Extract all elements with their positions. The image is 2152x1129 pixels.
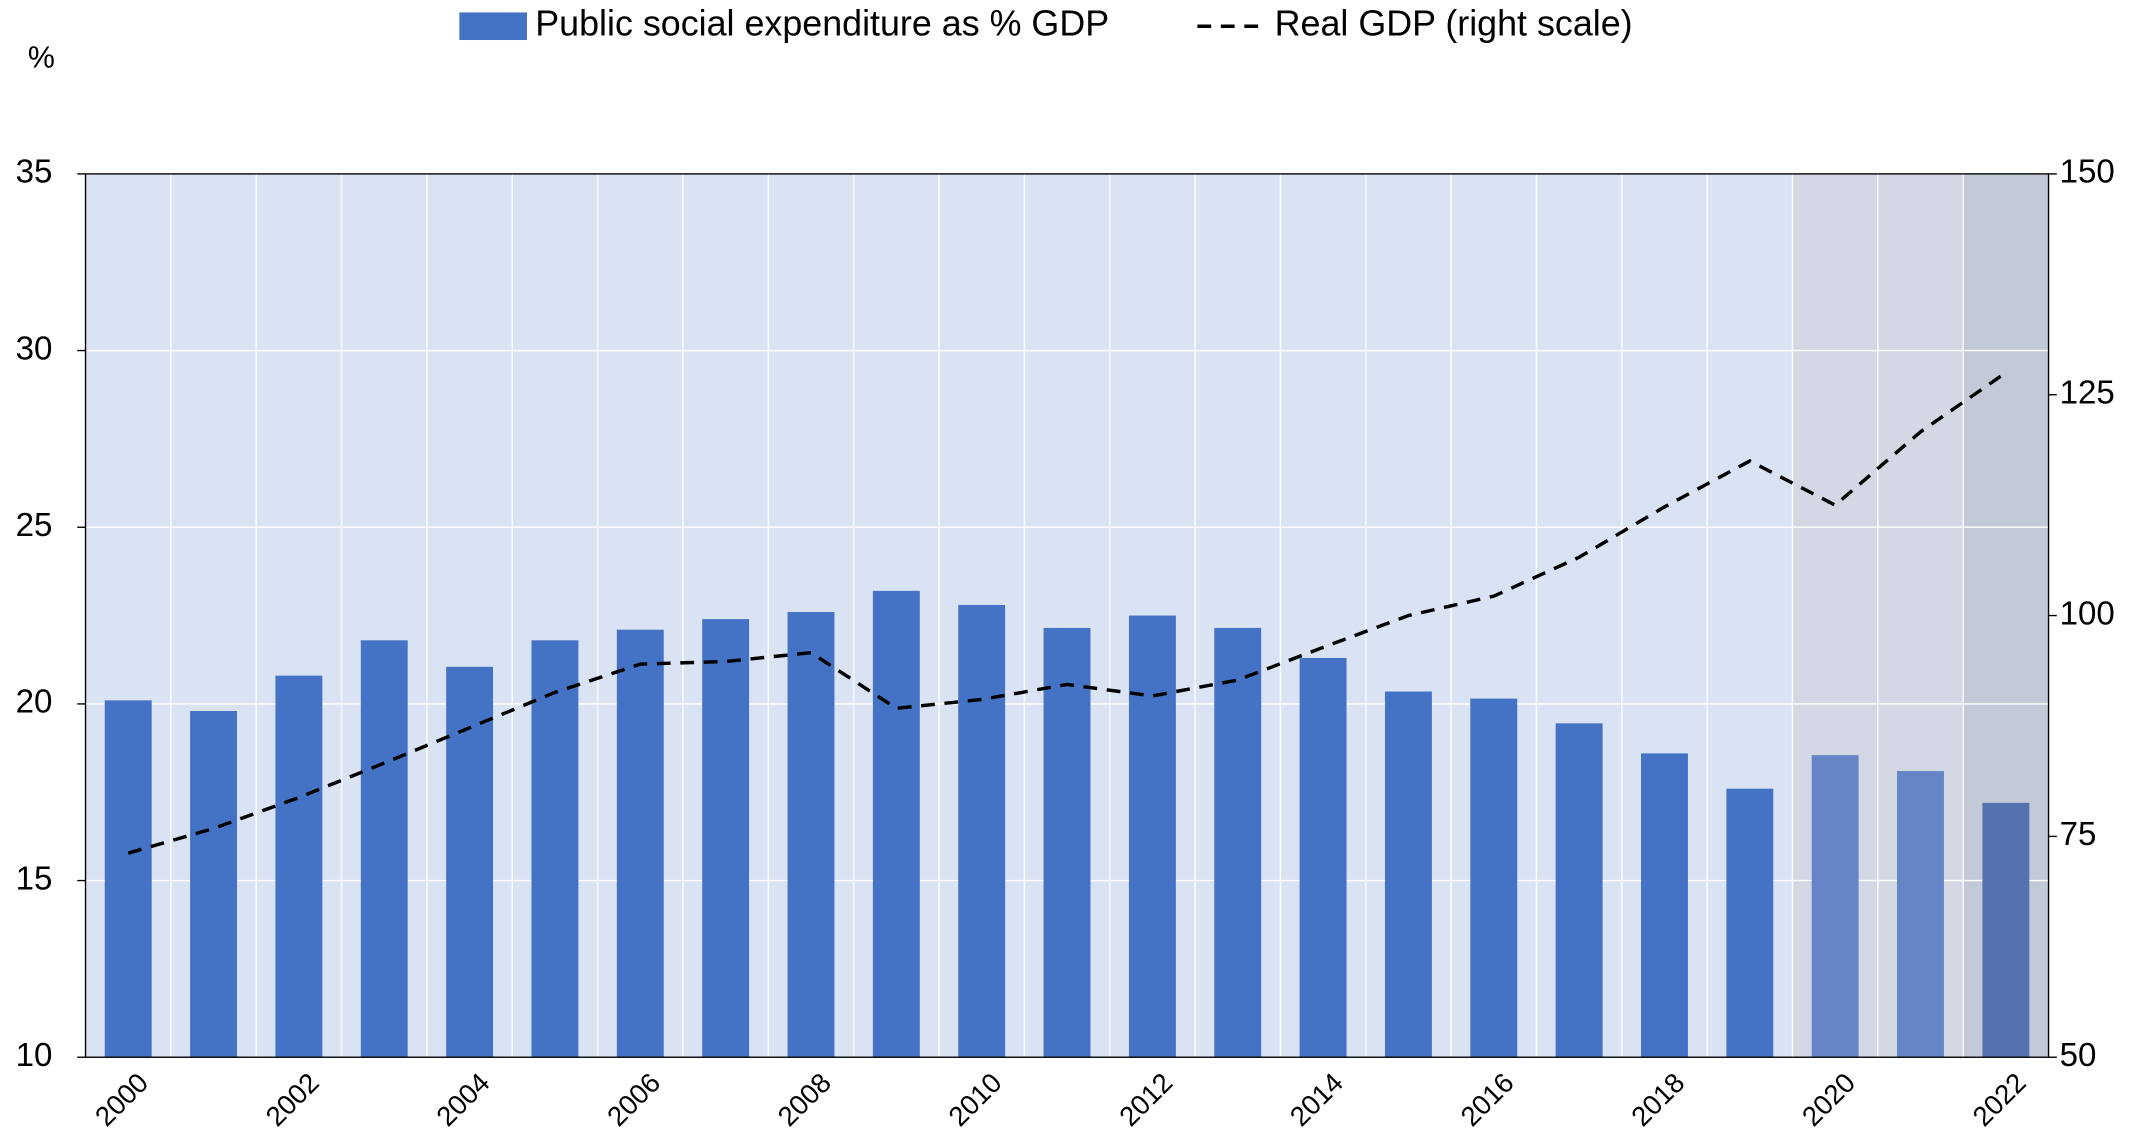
y2-tick-label: 125: [2060, 374, 2115, 411]
bar: [1726, 788, 1774, 1058]
bar: [787, 612, 835, 1058]
y2-tick-label: 50: [2060, 1037, 2097, 1074]
y-tick-label: 20: [16, 684, 53, 721]
y-tick-label: 10: [16, 1037, 53, 1074]
y-tick-label: 25: [16, 507, 53, 544]
bar: [360, 640, 408, 1058]
bar: [1214, 627, 1262, 1058]
x-tick-label: 2000: [89, 1067, 154, 1129]
x-tick-label: 2012: [1113, 1067, 1178, 1129]
bar: [531, 640, 579, 1058]
x-tick-label: 2022: [1967, 1067, 2032, 1129]
y2-tick-label: 100: [2060, 595, 2115, 632]
bar: [1897, 771, 1944, 1058]
x-tick-label: 2008: [772, 1067, 837, 1129]
x-tick-label: 2018: [1625, 1067, 1690, 1129]
y-tick-label: 30: [16, 330, 53, 367]
x-tick-label: 2002: [260, 1067, 325, 1129]
bar: [1384, 691, 1432, 1058]
legend-swatch: [459, 12, 527, 41]
y-unit-label: %: [28, 41, 55, 74]
x-tick-label: 2016: [1454, 1067, 1519, 1129]
y2-tick-label: 75: [2060, 816, 2097, 853]
y-tick-label: 15: [16, 860, 53, 897]
bar: [446, 666, 494, 1058]
bar: [1811, 755, 1859, 1058]
bar: [1982, 802, 2030, 1058]
x-tick-label: 2020: [1796, 1067, 1861, 1129]
bar: [1128, 615, 1176, 1058]
y-tick-label: 35: [16, 154, 53, 191]
bar: [104, 700, 152, 1058]
bar: [1555, 723, 1603, 1058]
bar: [702, 619, 750, 1058]
legend-label: Real GDP (right scale): [1275, 4, 1633, 44]
bar: [1641, 753, 1688, 1058]
x-tick-label: 2010: [942, 1067, 1007, 1129]
line: [127, 371, 2007, 855]
legend-label: Public social expenditure as % GDP: [535, 4, 1109, 44]
bar: [275, 675, 323, 1058]
bar: [958, 604, 1006, 1058]
bar: [1470, 698, 1518, 1058]
bar: [1299, 657, 1347, 1058]
plot-frame: [84, 173, 2050, 1058]
bar: [190, 710, 238, 1058]
y2-tick-label: 150: [2060, 154, 2115, 191]
bar: [616, 629, 664, 1058]
bar: [1043, 627, 1091, 1058]
x-tick-label: 2004: [430, 1067, 495, 1129]
x-tick-label: 2006: [601, 1067, 666, 1129]
bar: [872, 590, 920, 1058]
x-tick-label: 2014: [1284, 1067, 1349, 1129]
